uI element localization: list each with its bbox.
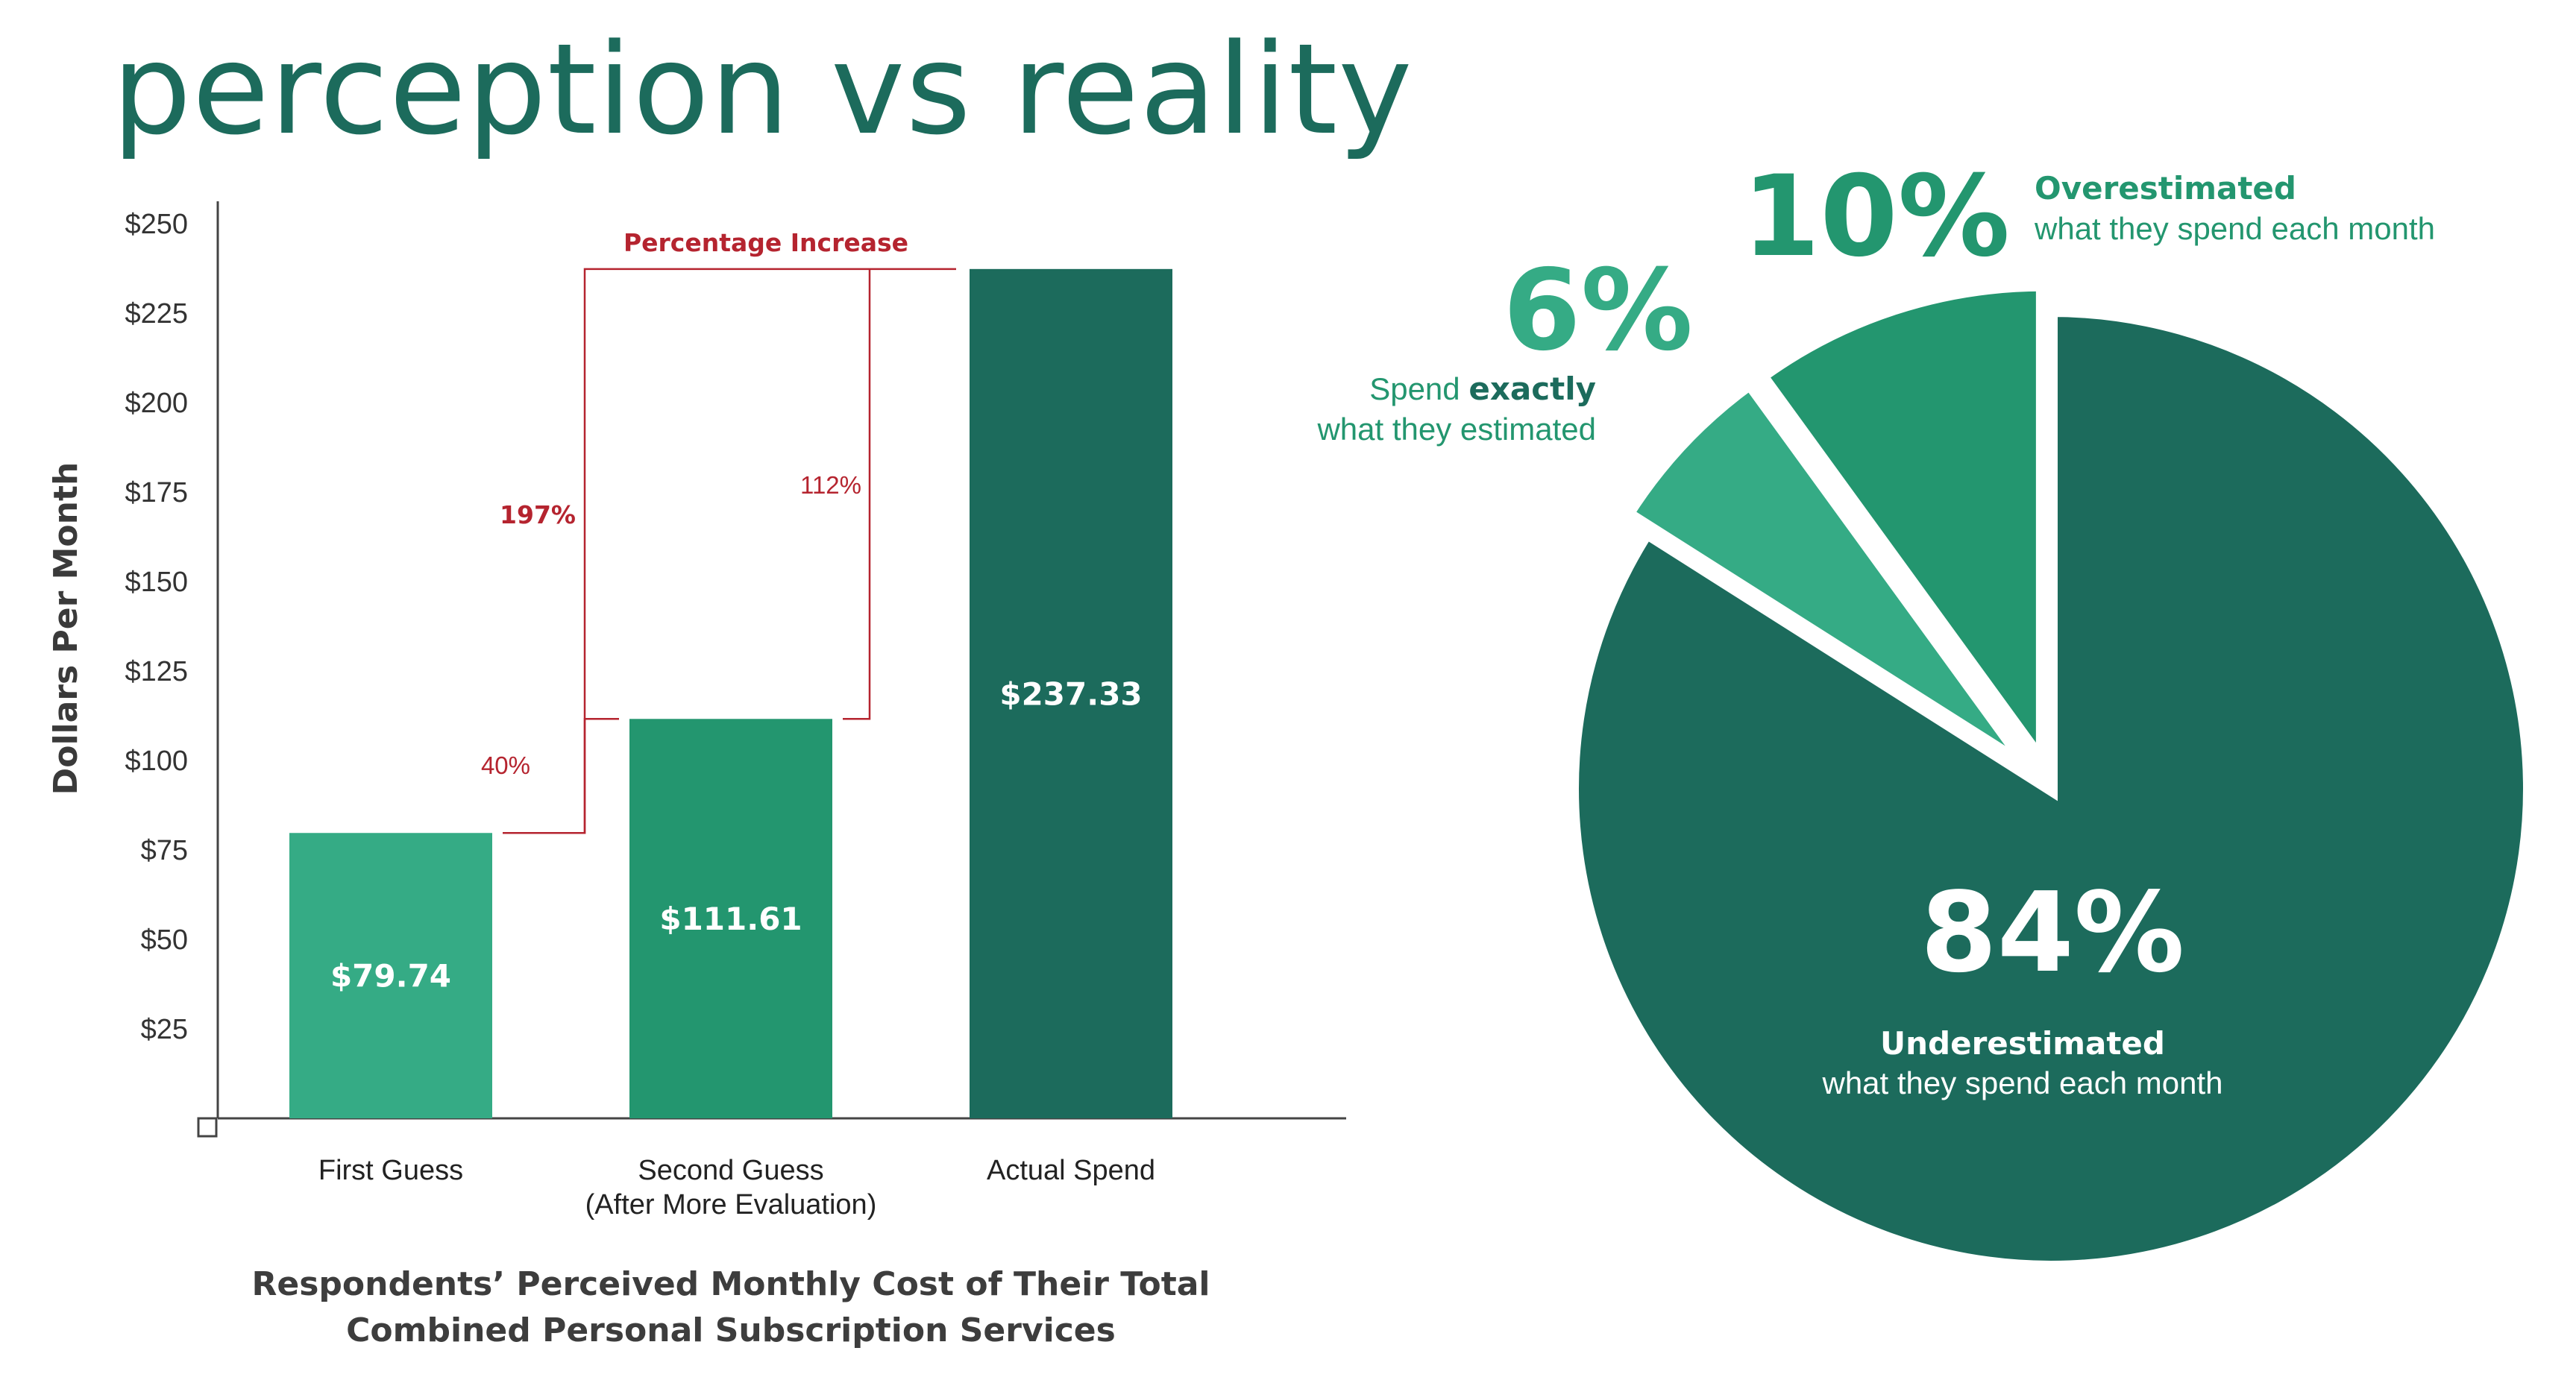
x-tick-label: Second Guess xyxy=(638,1155,823,1186)
y-tick-label: $25 xyxy=(141,1014,188,1045)
pie-pct-label: 6% xyxy=(1503,246,1693,376)
pie-pct-label: 10% xyxy=(1742,152,2010,282)
pie-desc-bold: Overestimated xyxy=(2035,170,2296,207)
x-tick-label: First Guess xyxy=(318,1155,463,1186)
x-tick-label: (After More Evaluation) xyxy=(585,1189,877,1220)
bracket-helper xyxy=(535,719,585,833)
pct-first-to-actual: 197% xyxy=(500,500,576,529)
y-tick-label: $100 xyxy=(125,746,188,777)
bar-2 xyxy=(629,719,832,1118)
axis-origin-box xyxy=(197,1117,218,1138)
y-tick-label: $125 xyxy=(125,656,188,687)
bar-value-label: $79.74 xyxy=(330,958,451,995)
pie-desc-line1: Spend exactly xyxy=(1369,371,1596,407)
bar-value-label: $237.33 xyxy=(999,675,1142,712)
y-tick-label: $200 xyxy=(125,388,188,419)
y-tick-label: $175 xyxy=(125,477,188,508)
bracket-second-to-actual xyxy=(843,268,871,720)
bar-1 xyxy=(289,833,492,1118)
x-tick-label: Actual Spend xyxy=(987,1155,1155,1186)
pie-desc: what they spend each month xyxy=(2034,211,2435,246)
percentage-increase-heading: Percentage Increase xyxy=(623,228,908,257)
pct-second-to-actual: 112% xyxy=(800,471,861,499)
y-tick-label: $50 xyxy=(141,924,188,956)
pie-desc-bold: exactly xyxy=(1468,371,1596,407)
chart-caption-line: Combined Personal Subscription Services xyxy=(346,1311,1116,1349)
y-tick-label: $75 xyxy=(141,835,188,866)
pie-desc: what they spend each month xyxy=(1821,1065,2222,1100)
pct-first-to-second: 40% xyxy=(481,752,530,779)
bar-3 xyxy=(970,268,1172,1118)
bracket-first-to-actual xyxy=(503,268,956,834)
pie-slice-2 xyxy=(1618,374,2038,776)
bar-value-label: $111.61 xyxy=(659,901,802,937)
bar-chart: $25 $50 $75 $100 $125 $150 $175 $200 $225 $250 Dol… xyxy=(47,201,1346,1349)
page-title: perception vs reality xyxy=(112,16,1413,163)
pie-slice-1 xyxy=(1565,303,2536,1274)
y-tick-label: $250 xyxy=(125,209,188,240)
pie-pct-label: 84% xyxy=(1920,869,2184,997)
y-tick-label: $150 xyxy=(125,567,188,598)
pie-slice-3 xyxy=(1751,277,2049,784)
chart-caption-line: Respondents’ Perceived Monthly Cost of T… xyxy=(251,1265,1210,1303)
pie-desc: what they estimated xyxy=(1316,412,1596,447)
pie-desc-prefix: Spend xyxy=(1369,371,1468,406)
pie-desc-bold: Underestimated xyxy=(1880,1025,2165,1062)
y-axis-label: Dollars Per Month xyxy=(47,462,85,796)
y-tick-label: $225 xyxy=(125,298,188,330)
